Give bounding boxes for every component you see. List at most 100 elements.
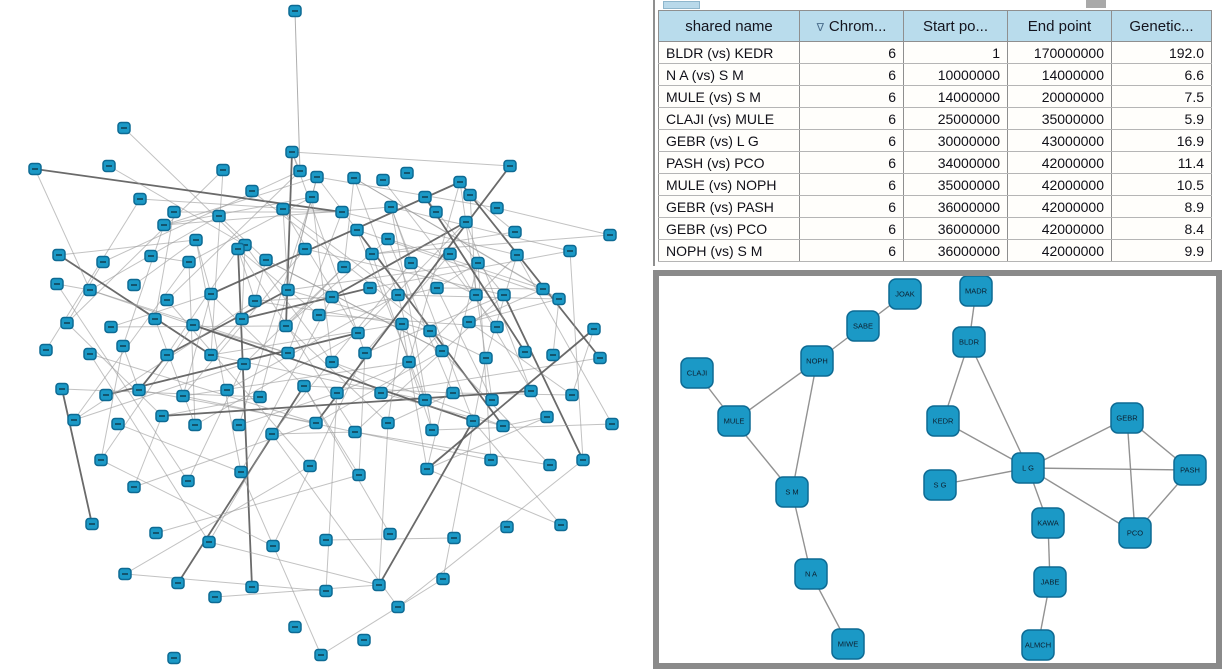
- table-cell[interactable]: 6: [799, 239, 904, 262]
- column-header-genetic-[interactable]: Genetic...: [1111, 10, 1212, 42]
- graph-node[interactable]: [831, 628, 865, 660]
- table-cell[interactable]: 6: [799, 63, 904, 86]
- table-cell[interactable]: 42000000: [1007, 151, 1112, 174]
- graph-node[interactable]: [888, 278, 922, 310]
- graph-node[interactable]: [1031, 507, 1065, 539]
- table-cell[interactable]: 6: [799, 129, 904, 152]
- table-cell[interactable]: 36000000: [903, 195, 1008, 218]
- table-row[interactable]: BLDR (vs) KEDR 6 1 170000000 192.0: [658, 41, 1212, 64]
- filter-funnel-icon[interactable]: ∇: [816, 21, 824, 34]
- column-header-chrom-[interactable]: ∇ Chrom...: [799, 10, 904, 42]
- graph-edge: [371, 231, 516, 255]
- table-scrollbar-thumb[interactable]: [663, 1, 700, 9]
- overview-network-canvas[interactable]: [0, 0, 655, 669]
- table-cell[interactable]: MULE (vs) S M: [658, 85, 800, 108]
- table-cell[interactable]: CLAJI (vs) MULE: [658, 107, 800, 130]
- table-cell[interactable]: 6: [799, 107, 904, 130]
- table-cell[interactable]: 5.9: [1111, 107, 1212, 130]
- column-header-shared-name[interactable]: shared name: [658, 10, 800, 42]
- table-cell[interactable]: 42000000: [1007, 217, 1112, 240]
- graph-edge: [294, 10, 301, 172]
- table-cell[interactable]: 16.9: [1111, 129, 1212, 152]
- table-cell[interactable]: 35000000: [903, 173, 1008, 196]
- tiny-node-label-mark: [313, 422, 319, 424]
- table-cell[interactable]: 20000000: [1007, 85, 1112, 108]
- table-row[interactable]: N A (vs) S M 6 10000000 14000000 6.6: [658, 63, 1212, 86]
- graph-node[interactable]: [846, 310, 880, 342]
- table-cell[interactable]: 10000000: [903, 63, 1008, 86]
- tiny-node-label-mark: [159, 415, 165, 417]
- table-cell[interactable]: 14000000: [1007, 63, 1112, 86]
- table-cell[interactable]: 7.5: [1111, 85, 1212, 108]
- table-cell[interactable]: N A (vs) S M: [658, 63, 800, 86]
- tiny-node-label-mark: [180, 395, 186, 397]
- table-cell[interactable]: 14000000: [903, 85, 1008, 108]
- table-cell[interactable]: 11.4: [1111, 151, 1212, 174]
- graph-node[interactable]: [1118, 517, 1152, 549]
- graph-edge: [436, 287, 544, 290]
- graph-node[interactable]: [1173, 454, 1207, 486]
- table-cell[interactable]: 42000000: [1007, 173, 1112, 196]
- table-row[interactable]: GEBR (vs) PASH 6 36000000 42000000 8.9: [658, 195, 1212, 218]
- table-cell[interactable]: 42000000: [1007, 239, 1112, 262]
- table-cell[interactable]: 36000000: [903, 239, 1008, 262]
- graph-node[interactable]: [959, 276, 993, 307]
- graph-node[interactable]: [775, 476, 809, 508]
- table-cell[interactable]: GEBR (vs) PASH: [658, 195, 800, 218]
- graph-node[interactable]: [923, 469, 957, 501]
- table-cell[interactable]: 35000000: [1007, 107, 1112, 130]
- graph-edge: [138, 389, 317, 424]
- tiny-node-label-mark: [395, 606, 401, 608]
- table-cell[interactable]: 36000000: [903, 217, 1008, 240]
- table-cell[interactable]: GEBR (vs) PCO: [658, 217, 800, 240]
- graph-node[interactable]: [1021, 629, 1055, 661]
- graph-node[interactable]: [1110, 402, 1144, 434]
- table-cell[interactable]: PASH (vs) PCO: [658, 151, 800, 174]
- column-header-end-point[interactable]: End point: [1007, 10, 1112, 42]
- table-cell[interactable]: 30000000: [903, 129, 1008, 152]
- graph-node[interactable]: [680, 357, 714, 389]
- table-cell[interactable]: 34000000: [903, 151, 1008, 174]
- table-cell[interactable]: 6: [799, 217, 904, 240]
- graph-node[interactable]: [794, 558, 828, 590]
- table-cell[interactable]: 6: [799, 173, 904, 196]
- graph-node[interactable]: [1011, 452, 1045, 484]
- table-cell[interactable]: 8.9: [1111, 195, 1212, 218]
- table-row[interactable]: NOPH (vs) S M 6 36000000 42000000 9.9: [658, 239, 1212, 262]
- table-row[interactable]: PASH (vs) PCO 6 34000000 42000000 11.4: [658, 151, 1212, 174]
- table-row[interactable]: MULE (vs) S M 6 14000000 20000000 7.5: [658, 85, 1212, 108]
- table-cell[interactable]: 192.0: [1111, 41, 1212, 64]
- table-row[interactable]: CLAJI (vs) MULE 6 25000000 35000000 5.9: [658, 107, 1212, 130]
- table-row[interactable]: MULE (vs) NOPH 6 35000000 42000000 10.5: [658, 173, 1212, 196]
- table-cell[interactable]: 9.9: [1111, 239, 1212, 262]
- table-cell[interactable]: 6: [799, 195, 904, 218]
- table-cell[interactable]: 25000000: [903, 107, 1008, 130]
- table-cell[interactable]: GEBR (vs) L G: [658, 129, 800, 152]
- graph-edge: [271, 433, 399, 608]
- table-cell[interactable]: 43000000: [1007, 129, 1112, 152]
- table-row[interactable]: GEBR (vs) PCO 6 36000000 42000000 8.4: [658, 217, 1212, 240]
- graph-edge: [354, 431, 551, 466]
- graph-node[interactable]: [800, 345, 834, 377]
- graph-node[interactable]: [952, 326, 986, 358]
- table-cell[interactable]: 42000000: [1007, 195, 1112, 218]
- graph-node[interactable]: [717, 405, 751, 437]
- table-cell[interactable]: 6: [799, 41, 904, 64]
- table-row[interactable]: GEBR (vs) L G 6 30000000 43000000 16.9: [658, 129, 1212, 152]
- table-cell[interactable]: 6: [799, 151, 904, 174]
- table-cell[interactable]: 10.5: [1111, 173, 1212, 196]
- table-cell[interactable]: BLDR (vs) KEDR: [658, 41, 800, 64]
- table-scrollbar-track[interactable]: [656, 0, 1212, 9]
- table-cell[interactable]: 170000000: [1007, 41, 1112, 64]
- table-scrollbar-piece[interactable]: [1086, 0, 1106, 8]
- table-cell[interactable]: NOPH (vs) S M: [658, 239, 800, 262]
- graph-node[interactable]: [1033, 566, 1067, 598]
- table-cell[interactable]: 6: [799, 85, 904, 108]
- table-cell[interactable]: 8.4: [1111, 217, 1212, 240]
- column-header-start-po-[interactable]: Start po...: [903, 10, 1008, 42]
- graph-node[interactable]: [926, 405, 960, 437]
- table-cell[interactable]: MULE (vs) NOPH: [658, 173, 800, 196]
- table-cell[interactable]: 1: [903, 41, 1008, 64]
- table-cell[interactable]: 6.6: [1111, 63, 1212, 86]
